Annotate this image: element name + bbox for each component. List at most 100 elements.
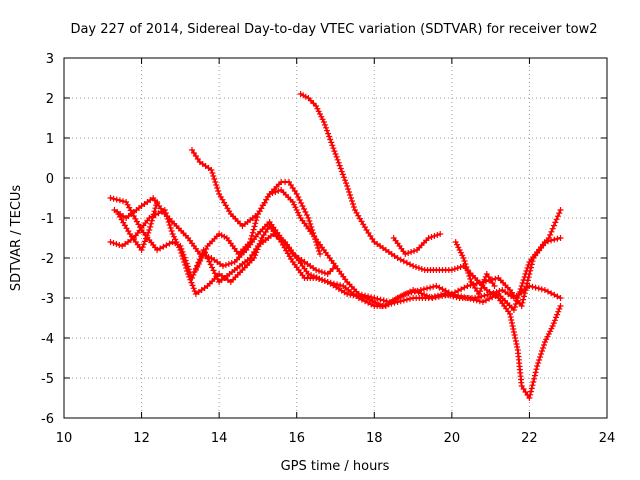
y-tick-label: -4 (41, 332, 54, 347)
data-point-marker (155, 210, 162, 217)
data-point-marker (183, 265, 190, 271)
y-tick-label: 2 (46, 92, 54, 107)
data-point-marker (528, 261, 535, 268)
data-point-marker (508, 317, 515, 323)
data-point-marker (157, 245, 164, 252)
data-point-marker (415, 265, 422, 271)
y-tick-label: -5 (41, 372, 54, 387)
data-point-marker (344, 291, 351, 297)
data-point-marker (318, 277, 325, 283)
data-point-marker (320, 119, 327, 125)
data-point-marker (148, 220, 155, 227)
data-point-marker (252, 252, 259, 259)
data-point-marker (512, 335, 519, 341)
data-point-marker (255, 243, 262, 250)
data-point-marker (452, 239, 459, 245)
data-point-marker (533, 366, 540, 373)
data-point-marker (346, 189, 353, 195)
plot-frame (63, 57, 608, 419)
data-point-marker (476, 291, 482, 297)
data-point-marker (410, 263, 417, 269)
data-point-marker (408, 249, 415, 255)
data-point-marker (424, 285, 430, 292)
data-point-marker (394, 255, 401, 261)
data-point-marker (311, 233, 318, 239)
data-point-marker (461, 258, 468, 264)
data-point-marker (552, 219, 559, 226)
data-point-marker (213, 182, 220, 188)
data-point-marker (519, 299, 526, 306)
data-point-marker (313, 239, 320, 245)
data-point-marker (365, 293, 372, 300)
data-point-marker (462, 261, 469, 267)
data-point-marker (369, 298, 376, 305)
data-point-marker (463, 264, 470, 270)
data-point-marker (318, 269, 325, 275)
data-point-marker (536, 357, 543, 363)
data-point-marker (167, 225, 174, 231)
data-point-marker (451, 266, 458, 272)
data-point-marker (296, 212, 303, 219)
data-point-marker (289, 199, 296, 205)
data-point-marker (362, 292, 368, 299)
data-point-marker (507, 311, 513, 317)
data-point-marker (518, 303, 525, 309)
data-point-marker (541, 287, 548, 293)
data-point-marker (435, 293, 442, 300)
x-tick-label: 12 (133, 431, 150, 446)
data-point-marker (525, 274, 532, 281)
data-point-marker (214, 185, 221, 191)
data-point-marker (166, 222, 173, 228)
data-point-marker (557, 295, 564, 301)
data-point-marker (330, 145, 337, 152)
data-point-marker (407, 261, 413, 268)
data-point-marker (292, 204, 299, 211)
data-point-marker (253, 249, 260, 256)
data-point-marker (455, 244, 462, 251)
data-point-marker (549, 323, 556, 329)
data-point-marker (403, 259, 410, 266)
data-point-marker (368, 294, 375, 301)
x-tick-label: 20 (444, 431, 461, 446)
data-point-marker (423, 292, 430, 299)
data-point-marker (512, 301, 519, 307)
data-point-marker (251, 255, 258, 261)
data-point-marker (257, 237, 264, 244)
data-point-marker (479, 282, 486, 289)
data-point-marker (464, 295, 471, 301)
data-point-marker (310, 230, 317, 236)
data-point-marker (421, 291, 428, 298)
data-point-marker (249, 229, 256, 236)
data-point-marker (149, 214, 156, 221)
data-point-marker (153, 202, 160, 209)
data-point-marker (307, 221, 314, 227)
data-point-marker (466, 273, 473, 279)
data-point-marker (173, 239, 180, 245)
data-point-marker (168, 228, 175, 234)
data-point-marker (371, 295, 378, 301)
data-point-marker (185, 271, 192, 277)
data-point-marker (454, 265, 461, 271)
data-point-marker (521, 290, 528, 297)
data-point-marker (402, 291, 409, 297)
data-point-marker (553, 216, 560, 223)
data-point-marker (254, 214, 261, 221)
data-point-marker (554, 311, 561, 318)
data-point-marker (337, 282, 344, 289)
data-series (107, 91, 564, 401)
data-point-marker (445, 289, 452, 296)
data-point-marker (212, 179, 219, 185)
data-point-marker (476, 298, 483, 305)
data-point-marker (316, 268, 322, 274)
data-point-marker (510, 326, 517, 332)
data-point-marker (209, 170, 216, 176)
series-arc-7 (390, 231, 444, 257)
data-point-marker (528, 385, 535, 392)
x-axis-label: GPS time / hours (281, 459, 390, 474)
y-tick-label: 1 (46, 132, 54, 147)
data-point-marker (256, 240, 263, 247)
data-point-marker (548, 325, 555, 332)
data-point-marker (473, 280, 480, 287)
data-point-marker (540, 345, 546, 351)
